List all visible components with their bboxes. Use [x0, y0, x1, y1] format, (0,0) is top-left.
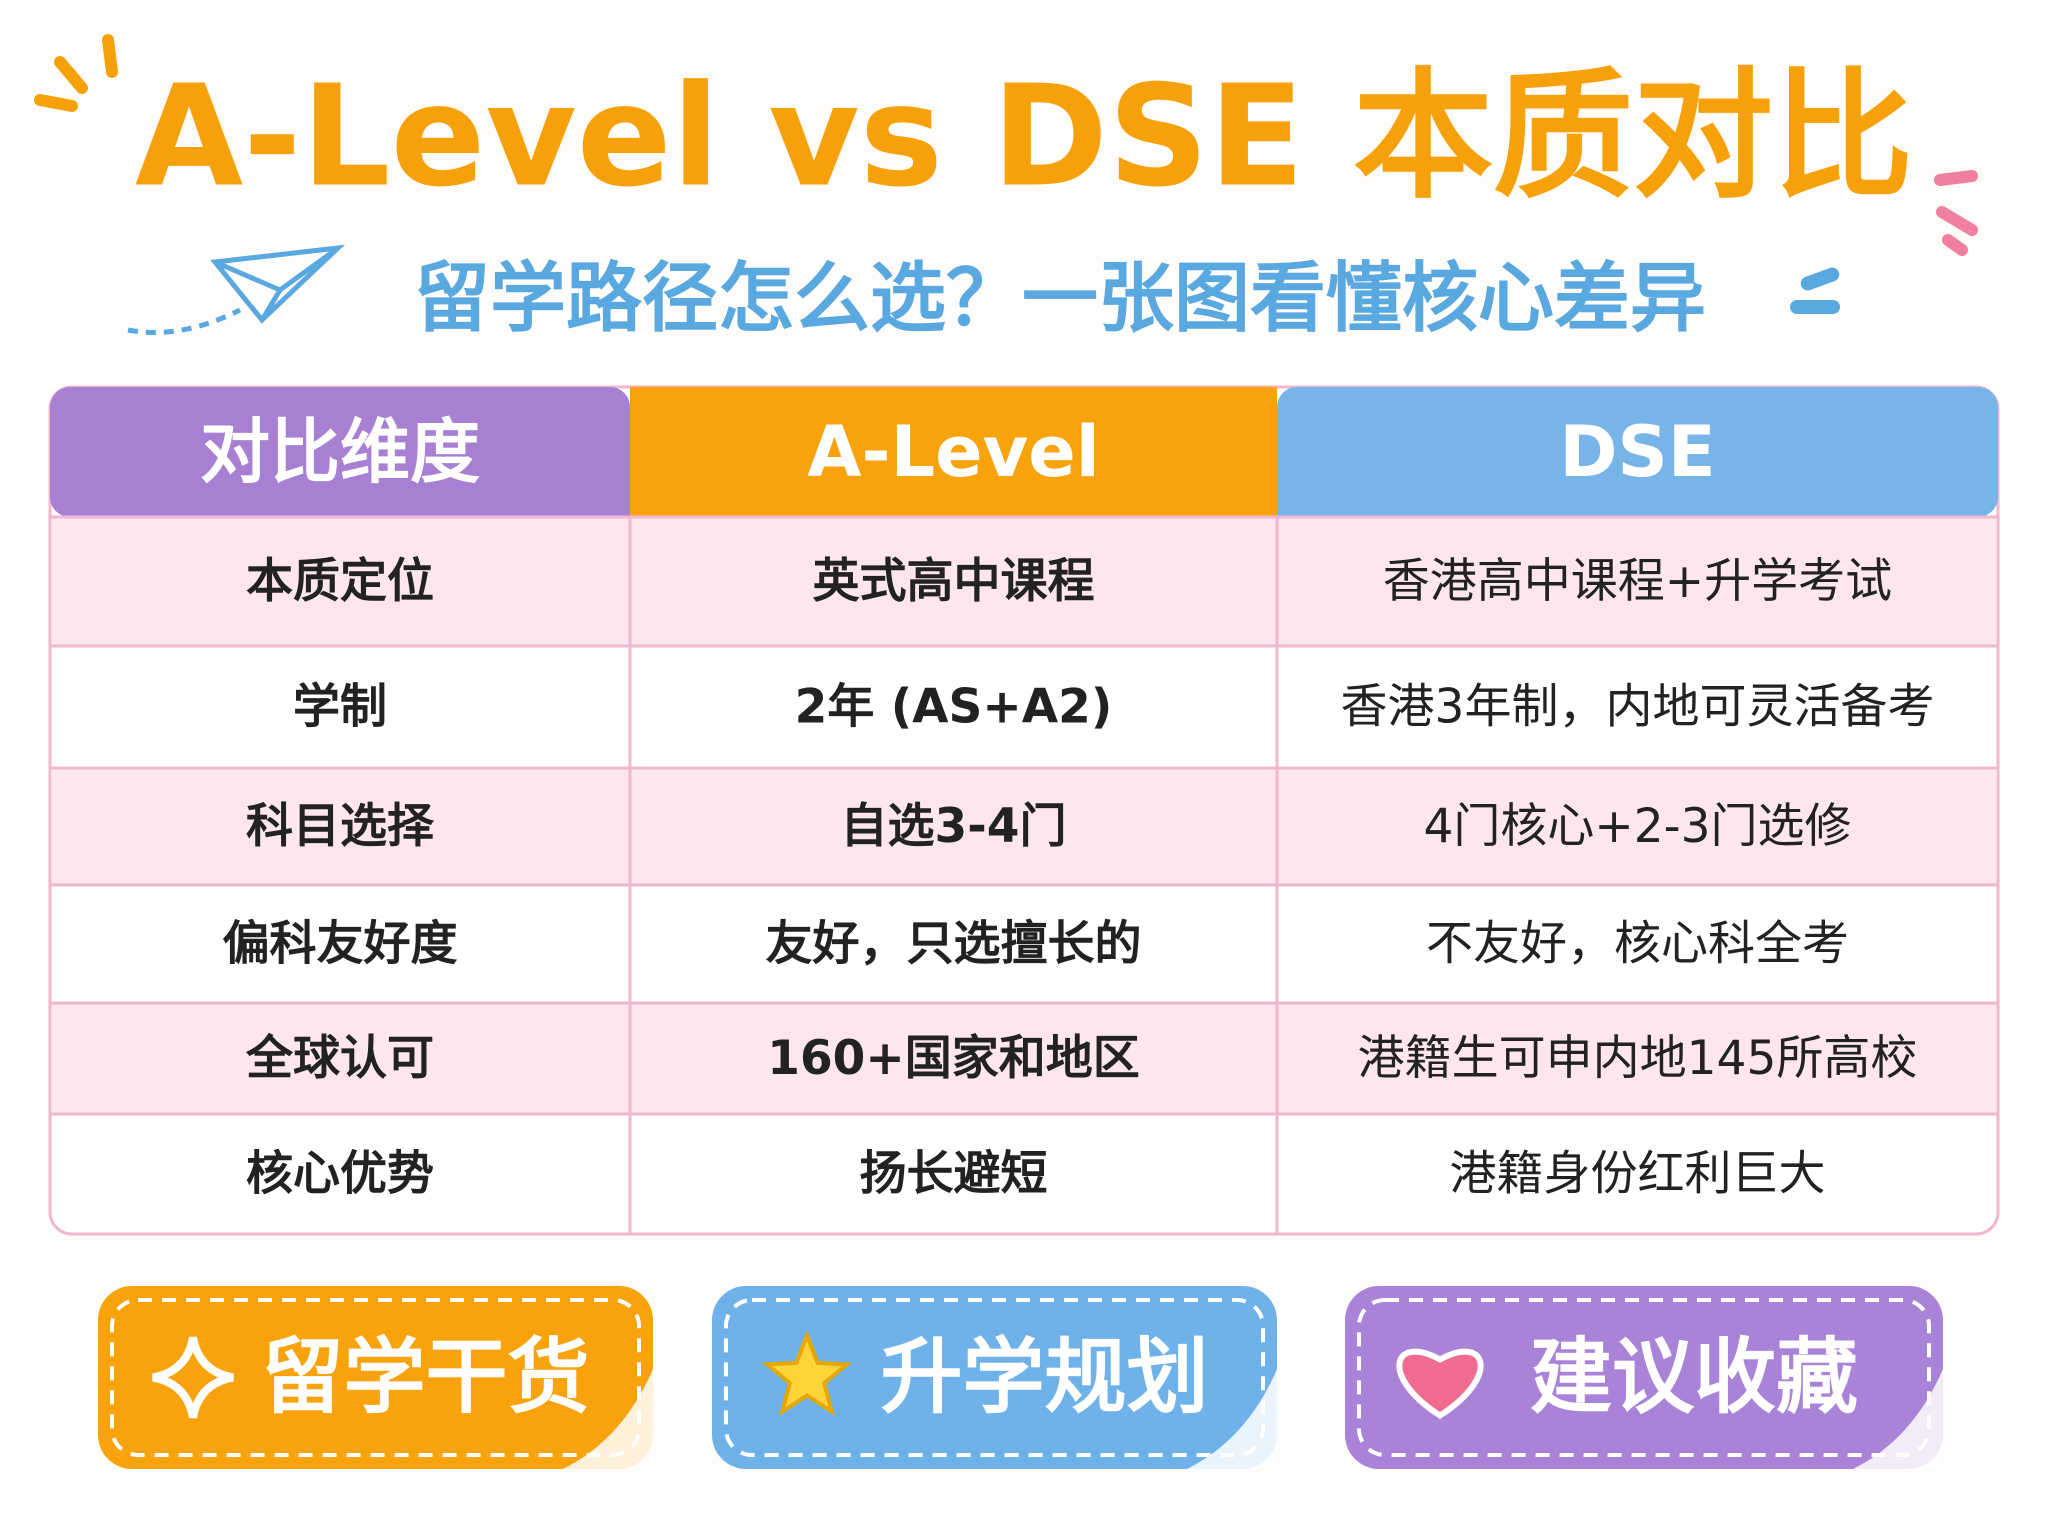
cell-text: 本质定位 — [246, 554, 434, 609]
heart-icon — [1396, 1348, 1484, 1420]
tag-label: 建议收藏 — [1530, 1330, 1858, 1425]
sparkle-left — [34, 34, 118, 112]
cell-text: 学制 — [293, 680, 387, 735]
cell-text: 160+国家和地区 — [767, 1031, 1140, 1086]
row-band — [52, 768, 1996, 885]
cell-text: 香港高中课程+升学考试 — [1383, 554, 1892, 609]
sparkle-right — [1934, 170, 1978, 256]
row-band — [52, 517, 1996, 646]
header-label: DSE — [1559, 411, 1715, 493]
cell-text: 自选3-4门 — [841, 799, 1067, 854]
header-cell — [630, 387, 1277, 517]
cell-text: 港籍生可申内地145所高校 — [1358, 1031, 1918, 1086]
cell-text: 2年 (AS+A2) — [795, 680, 1113, 735]
tag-badge — [712, 1286, 1277, 1469]
cell-text: 核心优势 — [246, 1147, 434, 1202]
star-icon — [761, 1329, 853, 1417]
tag-dashed-border — [1357, 1298, 1931, 1457]
cell-text: 香港3年制，内地可灵活备考 — [1341, 680, 1935, 735]
page-curl — [563, 1369, 653, 1469]
tag-badge — [98, 1286, 653, 1469]
cell-text: 偏科友好度 — [223, 917, 458, 972]
cell-text: 友好，只选擅长的 — [766, 917, 1142, 972]
cell-text: 科目选择 — [246, 799, 435, 854]
header-label: A-Level — [807, 411, 1099, 493]
title: A-Level vs DSE 本质对比 — [135, 56, 1913, 219]
page-curl — [1187, 1369, 1277, 1469]
cell-text: 不友好，核心科全考 — [1426, 917, 1849, 972]
cell-text: 扬长避短 — [860, 1147, 1048, 1202]
header-label: 对比维度 — [200, 411, 480, 493]
cell-text: 英式高中课程 — [813, 554, 1095, 609]
tag-dashed-border — [110, 1298, 641, 1457]
page-curl — [1853, 1369, 1943, 1469]
row-band — [52, 1003, 1996, 1114]
tag-label: 升学规划 — [880, 1330, 1208, 1425]
tag-label: 留学干货 — [261, 1330, 589, 1425]
paper-plane — [127, 244, 346, 335]
tag-dashed-border — [724, 1298, 1265, 1457]
cell-text: 全球认可 — [245, 1031, 434, 1086]
subtitle: 留学路径怎么选？一张图看懂核心差异 — [414, 254, 1706, 343]
header-cell-fill — [70, 407, 630, 517]
cell-text: 港籍身份红利巨大 — [1450, 1147, 1826, 1202]
swoosh — [1790, 267, 1840, 314]
header-cell-fill — [1277, 407, 1978, 517]
tag-row: 留学干货 升学规划 建议收藏 — [98, 1286, 1943, 1469]
sparkle-icon — [152, 1336, 234, 1419]
cell-text: 4门核心+2-3门选修 — [1423, 799, 1851, 854]
tag-badge — [1345, 1286, 1943, 1469]
